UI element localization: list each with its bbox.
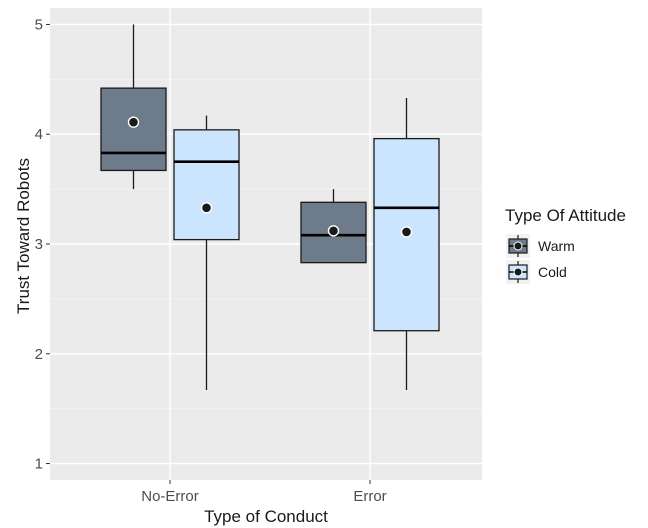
- legend: Type Of Attitude Warm Cold: [505, 206, 626, 284]
- y-axis: 1 2 3 4 5: [35, 16, 50, 473]
- legend-label: Warm: [538, 238, 575, 254]
- box-iqr: [173, 129, 240, 241]
- mean-point: [400, 226, 413, 238]
- box-warm-error: [300, 189, 367, 264]
- y-tick-label: 2: [35, 346, 43, 363]
- x-axis-title: Type of Conduct: [204, 507, 328, 526]
- legend-label: Cold: [538, 264, 567, 280]
- mean-point: [327, 225, 340, 237]
- box-group: [100, 24, 440, 390]
- box-cold-no-error: [173, 115, 240, 390]
- y-tick-label: 5: [35, 16, 43, 33]
- x-tick-label: No-Error: [141, 488, 199, 505]
- box-warm-no-error: [100, 24, 167, 190]
- mean-point: [200, 202, 213, 214]
- y-tick-label: 1: [35, 456, 43, 473]
- mean-point: [127, 116, 140, 128]
- y-tick-label: 3: [35, 236, 43, 253]
- legend-key-point: [513, 241, 523, 251]
- legend-title: Type Of Attitude: [505, 206, 626, 225]
- legend-key-point: [513, 267, 523, 277]
- box-iqr: [100, 87, 167, 172]
- y-tick-label: 4: [35, 126, 43, 143]
- legend-item-warm: Warm: [506, 234, 575, 258]
- y-axis-title: Trust Toward Robots: [14, 158, 33, 314]
- box-cold-error: [373, 98, 440, 390]
- x-axis: No-Error Error: [141, 480, 387, 505]
- legend-item-cold: Cold: [506, 260, 567, 284]
- legend-items: Warm Cold: [506, 234, 575, 284]
- x-tick-label: Error: [353, 488, 386, 505]
